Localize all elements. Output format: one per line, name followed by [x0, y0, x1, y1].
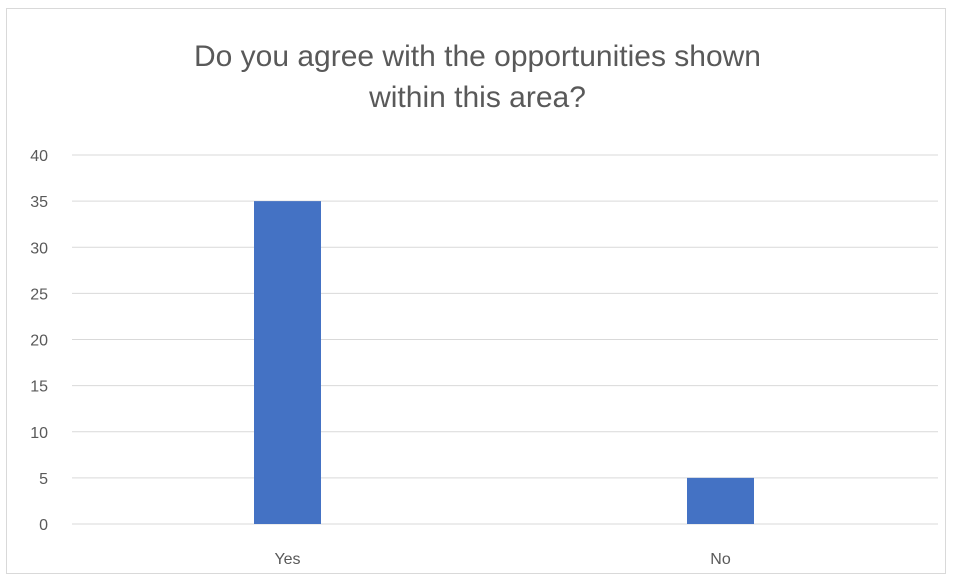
y-tick-label: 0 — [39, 517, 48, 534]
y-tick-label: 25 — [30, 286, 48, 303]
y-tick-label: 40 — [30, 148, 48, 165]
y-tick-label: 20 — [30, 333, 48, 350]
bar-yes — [254, 201, 321, 524]
bar-no — [687, 477, 754, 524]
x-axis-tick-labels: Yes No — [274, 551, 730, 568]
y-tick-label: 10 — [30, 425, 48, 442]
x-tick-label-yes: Yes — [274, 551, 300, 568]
y-axis-tick-labels: 0 5 10 15 20 25 30 35 40 — [30, 148, 48, 534]
x-tick-label-no: No — [710, 551, 731, 568]
chart-title: Do you agree with the opportunities show… — [0, 36, 955, 118]
chart-frame — [6, 8, 946, 574]
y-tick-label: 35 — [30, 194, 48, 211]
bars — [254, 201, 754, 524]
chart-title-line-1: Do you agree with the opportunities show… — [193, 40, 761, 73]
y-tick-label: 30 — [30, 240, 48, 257]
y-tick-label: 15 — [30, 379, 48, 396]
gridlines — [72, 154, 938, 525]
chart-title-line-2: within this area? — [369, 81, 586, 114]
y-tick-label: 5 — [39, 471, 48, 488]
